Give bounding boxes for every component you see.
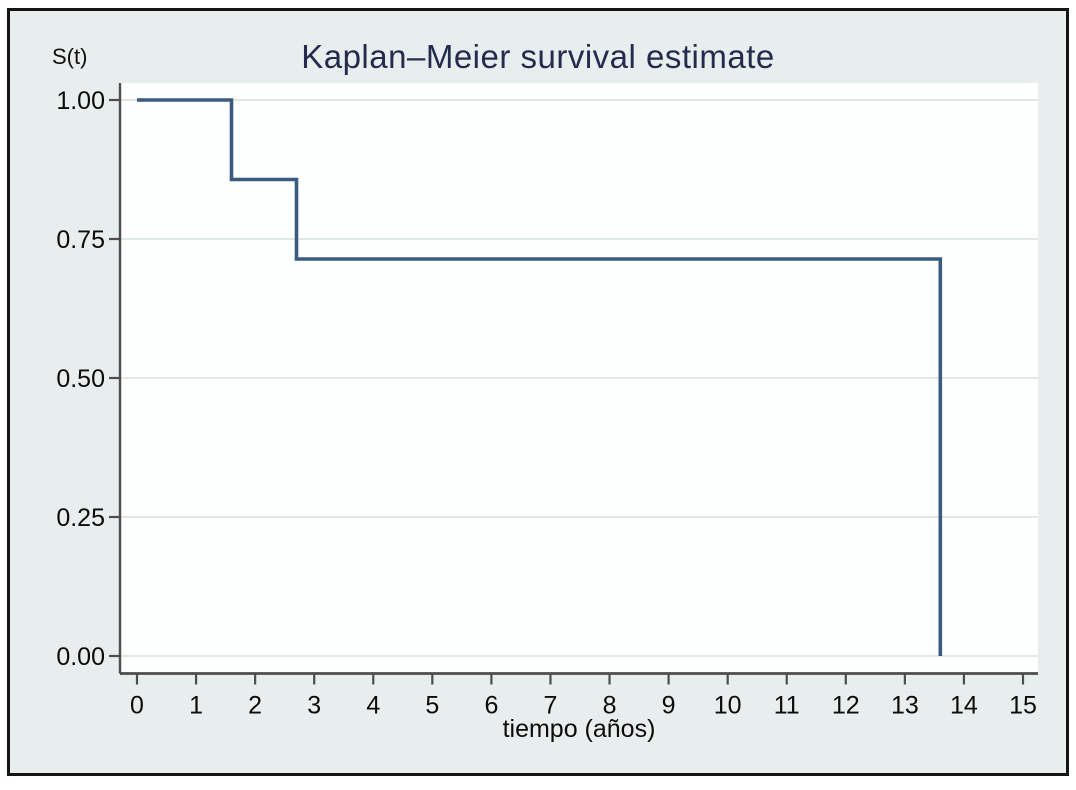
- x-tick-label: 11: [774, 692, 800, 720]
- survival-curve: [137, 98, 943, 656]
- x-tick-label: 12: [832, 692, 860, 720]
- x-tick-label: 1: [189, 692, 203, 720]
- x-tick-label: 13: [891, 692, 919, 720]
- chart-title: Kaplan–Meier survival estimate: [301, 38, 775, 75]
- x-tick-label: 3: [307, 692, 321, 720]
- y-tick-label: 0.25: [56, 504, 105, 532]
- x-tick-label: 8: [603, 692, 617, 720]
- x-tick-label: 10: [714, 692, 742, 720]
- y-tick-label: 0.00: [56, 643, 105, 671]
- x-tick-label: 7: [544, 692, 558, 720]
- y-tick-label: 1.00: [56, 87, 105, 115]
- x-axis-label: tiempo (años): [502, 715, 656, 743]
- x-tick-label: 15: [1009, 692, 1037, 720]
- x-tick-label: 5: [425, 692, 439, 720]
- x-tick-label: 14: [950, 692, 978, 720]
- x-tick-label: 9: [662, 692, 676, 720]
- x-tick-label: 0: [130, 692, 144, 720]
- x-tick-label: 4: [366, 692, 380, 720]
- y-tick-label: 0.50: [56, 365, 105, 393]
- y-tick-label: 0.75: [56, 226, 105, 254]
- y-axis-label: S(t): [52, 44, 88, 69]
- x-tick-label: 2: [248, 692, 262, 720]
- x-tick-label: 6: [484, 692, 498, 720]
